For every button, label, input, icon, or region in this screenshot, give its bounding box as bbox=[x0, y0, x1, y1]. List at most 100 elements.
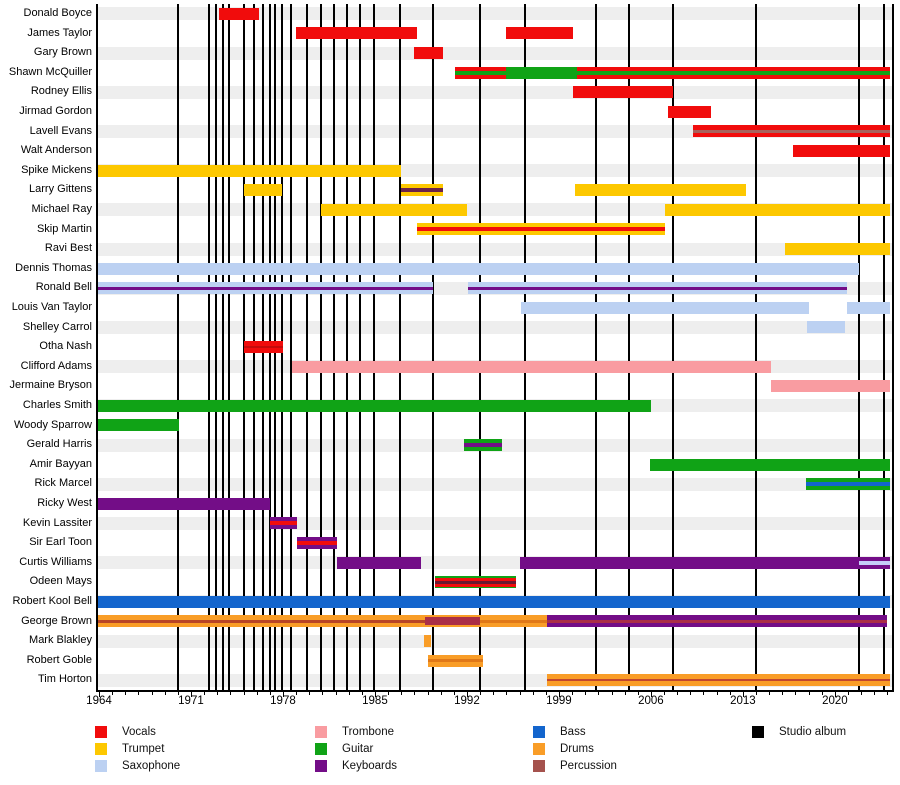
year-label: 1971 bbox=[178, 695, 204, 707]
minor-tick bbox=[125, 691, 127, 695]
row-stripe bbox=[97, 634, 893, 648]
timeline-bar bbox=[455, 66, 507, 79]
timeline-bar bbox=[97, 419, 180, 432]
instrument-stripe bbox=[455, 66, 507, 71]
minor-tick bbox=[624, 691, 626, 695]
minor-tick bbox=[664, 691, 666, 695]
minor-tick bbox=[808, 691, 810, 695]
legend-label: Guitar bbox=[342, 743, 374, 755]
member-label: Louis Van Taylor bbox=[11, 301, 92, 313]
timeline-bar bbox=[218, 7, 260, 20]
instrument-stripe bbox=[97, 289, 433, 295]
timeline-bar bbox=[547, 674, 891, 687]
instrument-stripe bbox=[435, 580, 516, 584]
minor-tick bbox=[887, 691, 889, 695]
instrument-stripe bbox=[401, 184, 444, 189]
instrument-stripe bbox=[427, 661, 483, 667]
major-tick bbox=[834, 691, 836, 697]
minor-tick bbox=[296, 691, 298, 695]
timeline-bar bbox=[574, 184, 746, 197]
minor-tick bbox=[519, 691, 521, 695]
studio-album-line bbox=[346, 4, 349, 690]
timeline-bar bbox=[97, 164, 402, 177]
year-label: 1992 bbox=[454, 695, 480, 707]
member-label: Jirmad Gordon bbox=[19, 105, 92, 117]
minor-tick bbox=[756, 691, 758, 695]
studio-album-line bbox=[857, 4, 860, 690]
instrument-stripe bbox=[573, 86, 674, 99]
row-stripe bbox=[97, 242, 893, 256]
instrument-stripe bbox=[577, 74, 891, 79]
instrument-stripe bbox=[243, 345, 283, 349]
instrument-stripe bbox=[417, 227, 666, 232]
legend-item: Guitar bbox=[315, 743, 373, 755]
legend-swatch-trumpet bbox=[95, 743, 107, 755]
instrument-stripe bbox=[218, 7, 260, 20]
timeline-bar bbox=[321, 203, 467, 216]
member-label: Gary Brown bbox=[33, 46, 92, 59]
minor-tick bbox=[506, 691, 508, 695]
legend-swatch-keyboards bbox=[315, 760, 327, 772]
timeline-bar bbox=[573, 86, 674, 99]
timeline-bar bbox=[770, 380, 891, 393]
timeline-bar bbox=[297, 537, 337, 549]
instrument-stripe bbox=[506, 66, 578, 79]
studio-album-line bbox=[208, 4, 211, 690]
instrument-stripe bbox=[97, 399, 651, 412]
studio-album-line bbox=[594, 4, 597, 690]
minor-tick bbox=[493, 691, 495, 695]
legend-item: Vocals bbox=[95, 726, 156, 738]
studio-album-line bbox=[672, 4, 675, 690]
minor-tick bbox=[585, 691, 587, 695]
instrument-stripe bbox=[427, 659, 483, 662]
instrument-stripe bbox=[547, 674, 891, 679]
right-spine bbox=[892, 4, 894, 690]
major-tick bbox=[742, 691, 744, 697]
instrument-stripe bbox=[468, 282, 847, 287]
timeline-bar bbox=[336, 556, 421, 569]
row-stripe bbox=[97, 477, 893, 491]
instrument-stripe bbox=[269, 525, 298, 530]
instrument-stripe bbox=[296, 27, 417, 40]
instrument-stripe bbox=[97, 419, 180, 432]
minor-tick bbox=[217, 691, 219, 695]
member-label: Kevin Lassiter bbox=[22, 516, 92, 529]
instrument-stripe bbox=[858, 556, 891, 561]
instrument-stripe bbox=[424, 625, 481, 628]
timeline-bar bbox=[692, 125, 891, 138]
major-tick bbox=[558, 691, 560, 697]
minor-tick bbox=[164, 691, 166, 695]
instrument-stripe bbox=[506, 27, 574, 40]
legend-swatch-studio-album bbox=[752, 726, 764, 738]
instrument-stripe bbox=[577, 70, 891, 75]
instrument-stripe bbox=[547, 615, 887, 621]
instrument-stripe bbox=[435, 576, 516, 578]
timeline-bar bbox=[668, 105, 712, 118]
minor-tick bbox=[243, 691, 245, 695]
instrument-stripe bbox=[417, 223, 666, 228]
legend-label: Trumpet bbox=[122, 743, 165, 755]
year-label: 2020 bbox=[822, 695, 848, 707]
timeline-bar bbox=[97, 399, 651, 412]
timeline-bar bbox=[468, 282, 847, 295]
legend-swatch-drums bbox=[533, 743, 545, 755]
timeline-bar bbox=[97, 615, 425, 628]
minor-tick bbox=[138, 691, 140, 695]
timeline-bar bbox=[243, 184, 282, 197]
minor-tick bbox=[230, 691, 232, 695]
timeline-bar bbox=[243, 341, 283, 353]
member-label: Dennis Thomas bbox=[15, 261, 92, 274]
instrument-stripe bbox=[321, 203, 467, 216]
minor-tick bbox=[782, 691, 784, 695]
minor-tick bbox=[848, 691, 850, 695]
instrument-stripe bbox=[243, 341, 283, 346]
timeline-bar bbox=[414, 47, 444, 59]
minor-tick bbox=[361, 691, 363, 695]
year-label: 1978 bbox=[270, 695, 296, 707]
member-label: Mark Blakley bbox=[29, 634, 92, 647]
studio-album-line bbox=[289, 4, 292, 690]
minor-tick bbox=[151, 691, 153, 695]
member-label: Ravi Best bbox=[44, 242, 92, 255]
instrument-stripe bbox=[269, 517, 298, 522]
